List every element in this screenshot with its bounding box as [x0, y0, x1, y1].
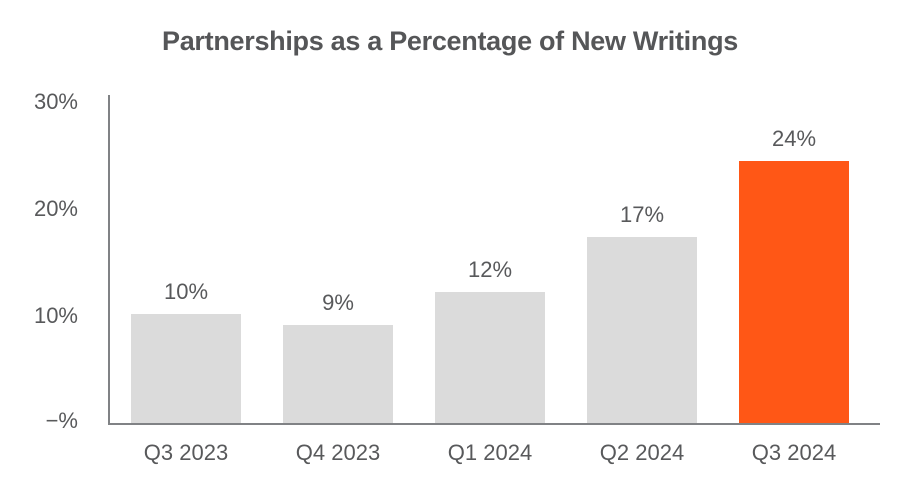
y-tick-30: 30%	[33, 89, 78, 114]
y-tick-10: 10%	[33, 303, 78, 328]
bar-group-q2-2024: 17% Q2 2024	[587, 95, 697, 465]
bar-group-q3-2023: 10% Q3 2023	[131, 95, 241, 465]
y-tick-0: −%	[45, 408, 78, 433]
bar-q2-2024	[587, 237, 697, 423]
value-label: 9%	[322, 290, 354, 315]
bar-group-q1-2024: 12% Q1 2024	[435, 95, 545, 465]
x-label-q1-2024: Q1 2024	[447, 440, 533, 465]
value-label: 10%	[163, 279, 209, 304]
chart-title: Partnerships as a Percentage of New Writ…	[162, 26, 738, 56]
bar-group-q3-2024: 24% Q3 2024	[739, 95, 849, 465]
bar-q3-2023	[131, 314, 241, 423]
bar-q1-2024	[435, 292, 545, 423]
y-tick-20: 20%	[33, 196, 78, 221]
x-label-q2-2024: Q2 2024	[599, 440, 685, 465]
bar-group-q4-2023: 9% Q4 2023	[283, 95, 393, 465]
x-label-q4-2023: Q4 2023	[295, 440, 381, 465]
plot-area: 10% Q3 2023 9% Q4 2023 12% Q1 2024 17% Q…	[108, 95, 880, 465]
value-label: 12%	[467, 257, 513, 282]
x-label-q3-2023: Q3 2023	[143, 440, 229, 465]
bar-q3-2024-highlighted	[739, 161, 849, 423]
value-label: 24%	[771, 126, 817, 151]
value-label: 17%	[619, 202, 665, 227]
x-label-q3-2024: Q3 2024	[751, 440, 837, 465]
bar-q4-2023	[283, 325, 393, 423]
